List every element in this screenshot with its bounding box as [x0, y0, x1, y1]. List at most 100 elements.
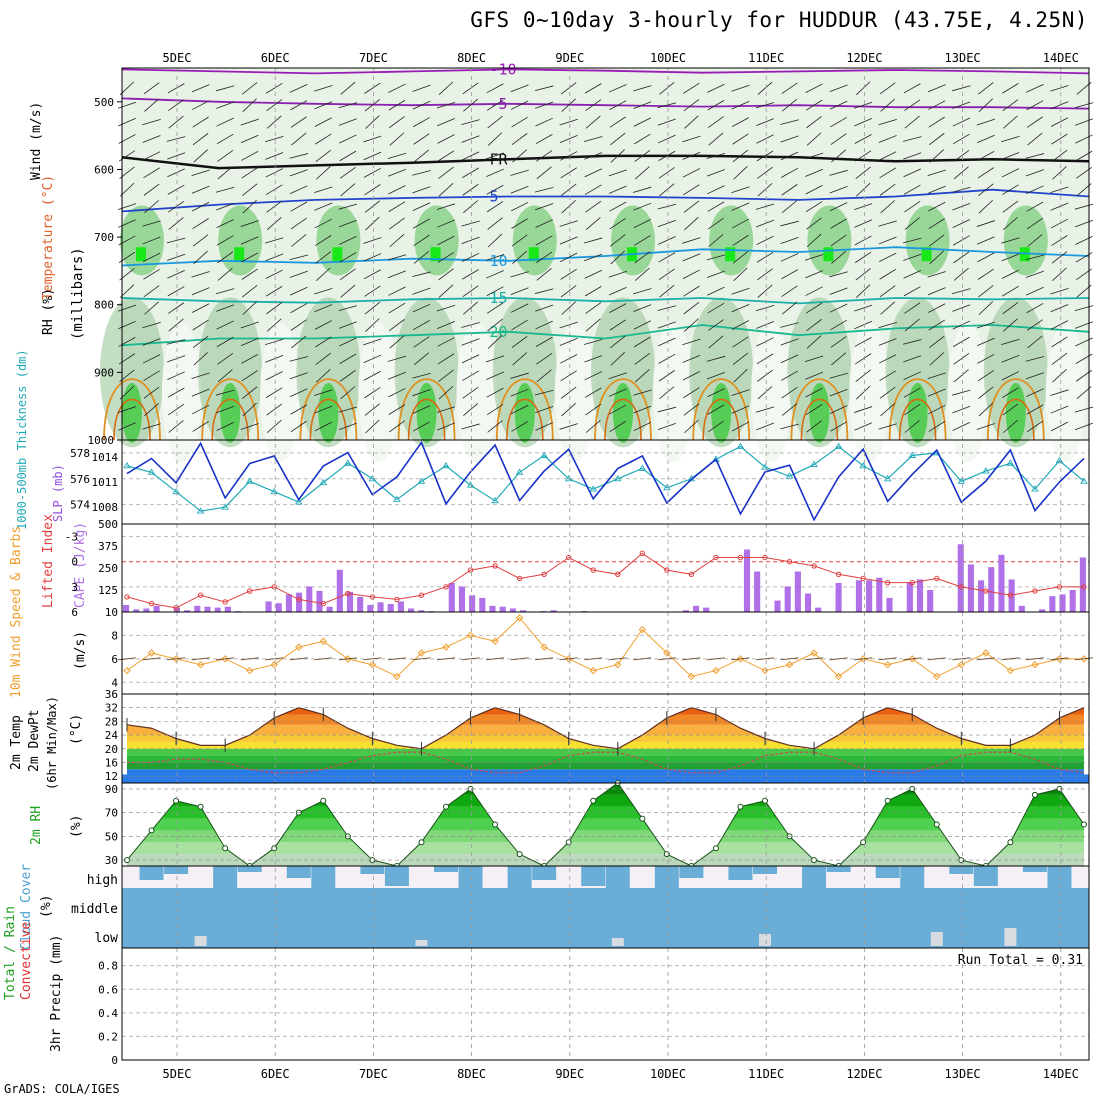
wind-barb	[683, 99, 700, 112]
wind-barb	[682, 269, 700, 280]
wind-barb	[240, 236, 259, 245]
rh-band	[127, 842, 1084, 855]
wind-speed-point	[1006, 666, 1015, 675]
wind-barb	[953, 353, 970, 365]
wind-barb	[805, 270, 823, 279]
y-tick-label: 900	[94, 366, 114, 379]
cape-bar	[133, 609, 140, 612]
wind-barb	[878, 135, 897, 143]
wind-barb	[485, 355, 505, 363]
wind-speed-point	[393, 672, 401, 681]
lifted-index-point	[271, 584, 277, 590]
rh-dry-pocket	[1045, 322, 1086, 463]
wind-barb	[1050, 202, 1069, 211]
wind-barb	[216, 133, 234, 145]
wind-barb	[978, 199, 994, 214]
thickness-point	[147, 468, 156, 475]
cape-bar	[957, 544, 964, 612]
warm-contour	[692, 378, 751, 441]
wind-barb	[265, 152, 284, 160]
wind-barb	[854, 134, 872, 144]
wind-barb	[340, 81, 356, 95]
wind-barb	[511, 421, 528, 432]
wind-barb	[535, 134, 553, 145]
wind-barb	[584, 269, 602, 279]
wind-barb	[633, 288, 652, 295]
high-cloud-bar	[139, 866, 164, 880]
wind-barb	[266, 115, 282, 129]
label-millibars: (millibars)	[70, 247, 86, 340]
wind-barb	[756, 422, 774, 431]
wind-barb	[708, 234, 724, 247]
wind-barb	[879, 151, 897, 161]
wind-barb	[363, 151, 382, 161]
bottom-day-label: 11DEC	[748, 1067, 784, 1081]
wind-barb	[855, 268, 871, 281]
wind-barb	[633, 421, 651, 432]
wind-barb	[241, 252, 259, 263]
wind-barb	[1052, 267, 1067, 281]
wind-barb	[389, 420, 405, 433]
wind-speed-point	[614, 661, 622, 669]
rh-point	[737, 803, 744, 810]
high-cloud-bar	[949, 866, 974, 874]
wind-barb	[708, 335, 724, 349]
thickness-point	[834, 442, 843, 449]
wind-barb	[733, 368, 748, 383]
side-labels: Wind (m/s) Temperature (°C) RH (%) (mill…	[3, 102, 88, 1052]
thickness-point	[491, 496, 499, 504]
panel-frame-7	[121, 947, 1090, 1061]
wind-barb	[854, 235, 872, 246]
wind-barb	[217, 267, 233, 281]
thickness-point	[466, 481, 475, 488]
wind-barb	[535, 219, 553, 228]
cape-bar	[693, 605, 700, 612]
wind-barb	[731, 320, 749, 330]
wind-barb	[854, 320, 873, 330]
wind-barb	[583, 136, 603, 142]
wind-barb	[534, 389, 554, 396]
wind-barb	[585, 217, 601, 231]
wind-barb	[1027, 234, 1043, 247]
rh-tick-label: 50	[105, 830, 118, 843]
wind-speed-point	[589, 666, 597, 675]
wind-barb	[142, 321, 161, 329]
slp-tick-label: 1014	[92, 451, 119, 464]
wind-barb	[1002, 302, 1019, 315]
wind-barb	[707, 388, 725, 398]
wind-speed-point	[736, 655, 745, 663]
label-lifted-index: Lifted Index	[41, 514, 56, 608]
wind-barb	[389, 116, 405, 129]
wind-barb	[510, 100, 529, 110]
wind-barb	[338, 422, 357, 431]
wind-barb	[486, 302, 504, 314]
wind-barb	[314, 405, 333, 414]
precip-tick-label: 0	[111, 1054, 118, 1067]
wind-barb	[559, 337, 578, 346]
wind-barb	[929, 149, 945, 163]
wind-barb	[193, 352, 208, 366]
wind-barb	[1001, 135, 1020, 143]
wind-barb	[290, 217, 307, 230]
wind-barb	[560, 167, 577, 179]
wind-barb	[780, 220, 799, 227]
wind-barb	[707, 319, 724, 331]
top-day-label: 8DEC	[457, 51, 486, 65]
wind-barb	[215, 85, 235, 92]
wind-barb	[142, 119, 161, 126]
wind-barb	[976, 321, 995, 329]
wind-barb	[364, 184, 381, 196]
thickness-point	[736, 442, 745, 449]
wind-barb	[191, 388, 210, 397]
warm-contour-inner	[211, 398, 249, 441]
wind-barb	[831, 352, 847, 366]
wind-barb	[265, 354, 284, 363]
wind-barb	[216, 202, 235, 211]
lifted-index-point	[762, 554, 768, 561]
wind-speed-line	[126, 617, 1084, 678]
wind-barb	[976, 134, 995, 144]
wind-barb	[1050, 304, 1069, 313]
wind-barb	[682, 151, 701, 160]
wind-barb	[1026, 420, 1043, 433]
wind-barb	[610, 352, 625, 366]
